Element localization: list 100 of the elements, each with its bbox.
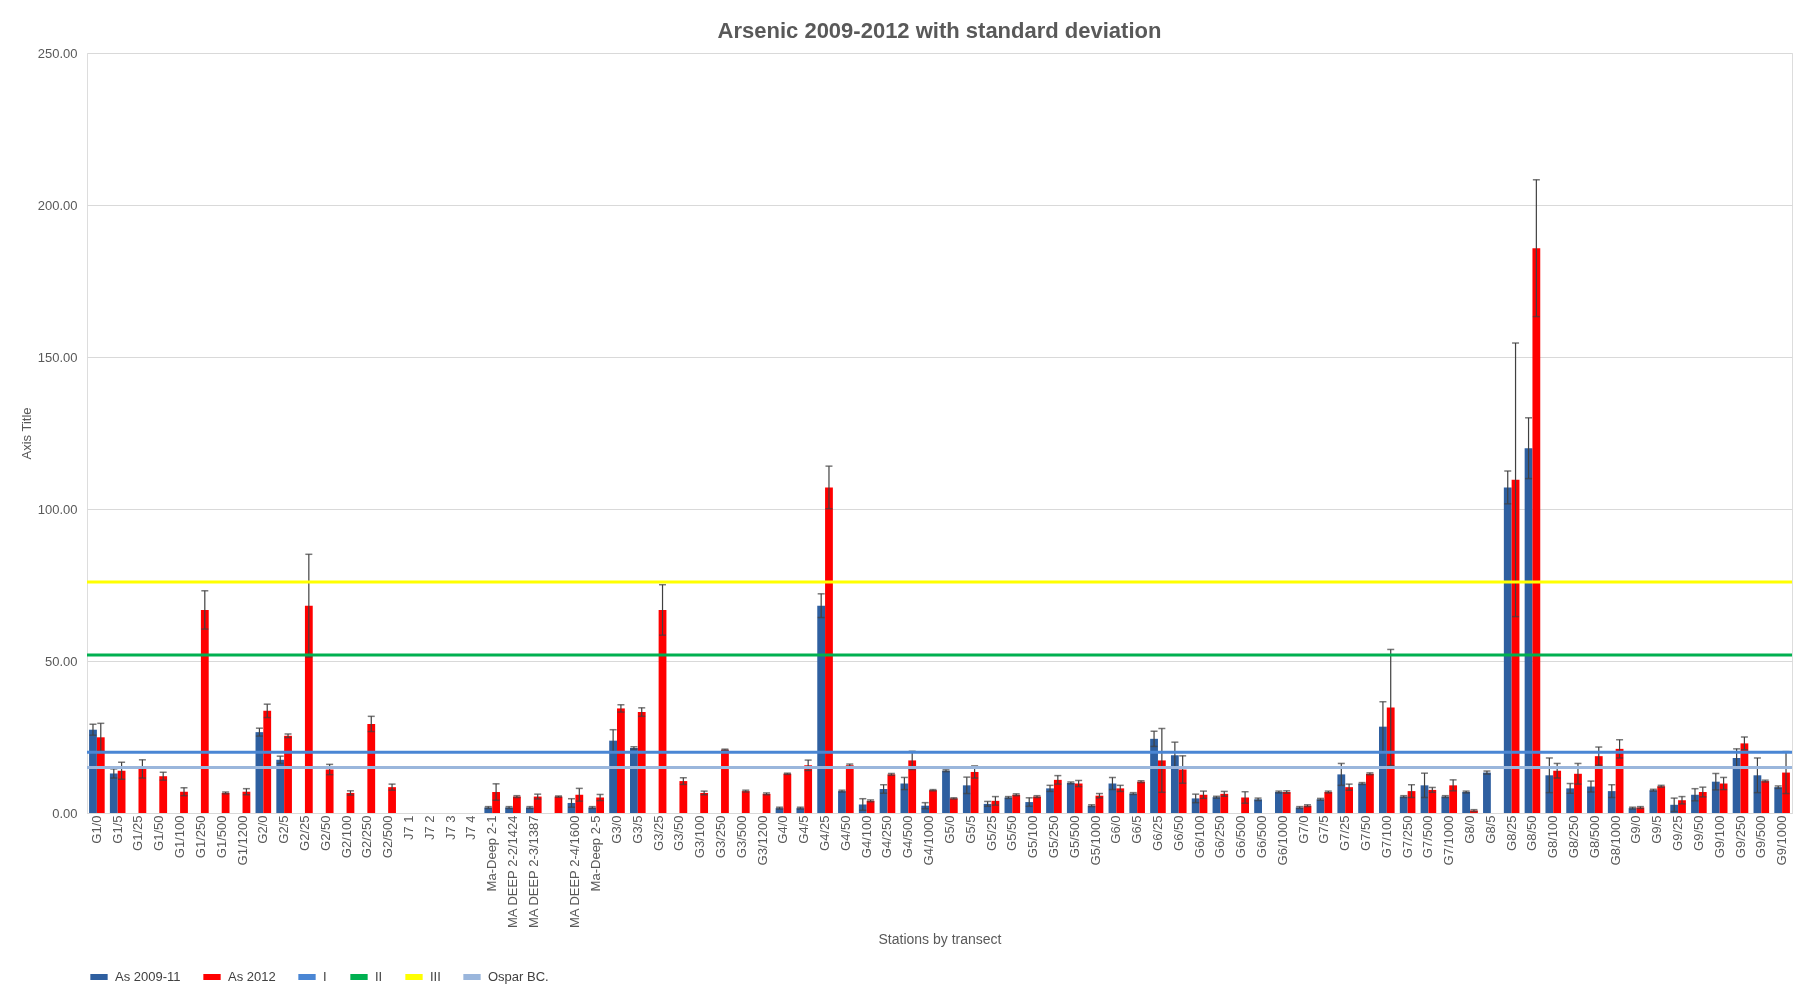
x-tick-label: G3/0 — [609, 815, 625, 844]
bar — [887, 774, 896, 813]
bar — [970, 771, 979, 813]
y-axis-title: Axis Title — [18, 407, 34, 460]
bar — [1657, 786, 1666, 813]
bar — [900, 783, 909, 813]
y-tick-label: 150.00 — [37, 349, 78, 365]
x-tick-label: G7/250 — [1399, 815, 1415, 859]
bar — [838, 791, 846, 813]
x-tick-label: G4/25 — [817, 815, 833, 851]
x-tick-label: J7 1 — [400, 815, 416, 841]
bar — [845, 765, 854, 813]
x-tick-label: G6/50 — [1170, 815, 1186, 851]
bar — [1553, 770, 1562, 813]
x-tick-label: G8/100 — [1545, 815, 1561, 859]
x-tick-label: G2/250 — [359, 815, 375, 859]
bar — [1545, 775, 1554, 813]
bar — [1274, 792, 1283, 813]
x-tick-label: G4/500 — [900, 815, 916, 859]
bar — [325, 769, 334, 813]
x-tick-label: G9/25 — [1670, 815, 1686, 851]
x-tick-label: G6/25 — [1149, 815, 1165, 851]
bar — [1483, 772, 1491, 813]
bar — [1366, 773, 1374, 813]
bar — [1012, 794, 1021, 813]
x-tick-label: G1/100 — [172, 815, 188, 859]
x-tick-label: G9/50 — [1690, 815, 1706, 851]
x-tick-label: G7/0 — [1295, 815, 1311, 844]
y-tick-label: 200.00 — [37, 197, 78, 213]
x-tick-label: G1/0 — [88, 815, 104, 844]
x-tick-label: G4/100 — [858, 815, 874, 859]
x-tick-label: G3/5 — [629, 815, 645, 844]
x-tick-label: G9/250 — [1732, 815, 1748, 859]
bar — [1524, 448, 1533, 813]
x-tick-label: G9/1000 — [1774, 815, 1790, 866]
x-tick-label: Ma-Deep 2-5 — [588, 815, 604, 892]
x-tick-label: G6/100 — [1191, 815, 1207, 859]
x-tick-label: G7/50 — [1358, 815, 1374, 851]
x-tick-label: MA DEEP 2-3/1387 — [525, 815, 541, 928]
bar — [929, 790, 937, 813]
bar — [783, 773, 792, 813]
x-tick-label: G3/50 — [671, 815, 687, 851]
bar — [1178, 769, 1187, 813]
x-tick-label: G6/500 — [1253, 815, 1269, 859]
x-axis-title: Stations by transect — [878, 930, 1002, 947]
x-tick-label: G2/0 — [255, 815, 271, 844]
bar — [1324, 792, 1333, 813]
x-tick-label: G6/1000 — [1274, 815, 1290, 866]
bar — [109, 773, 118, 813]
x-tick-label: G8/250 — [1566, 815, 1582, 859]
bar — [1254, 799, 1262, 813]
x-tick-label: G3/25 — [650, 815, 666, 851]
x-tick-label: G8/1000 — [1607, 815, 1623, 866]
bar — [1719, 783, 1728, 813]
x-tick-label: G6/0 — [1108, 815, 1124, 844]
legend-label: I — [323, 969, 327, 984]
bar — [1441, 796, 1450, 813]
x-tick-label: G4/50 — [837, 815, 853, 851]
x-tick-label: G2/500 — [380, 815, 396, 859]
x-tick-label: G5/25 — [983, 815, 999, 851]
bar — [263, 710, 272, 813]
x-tick-label: G9/500 — [1753, 815, 1769, 859]
bar — [284, 735, 292, 813]
bar — [1574, 773, 1582, 813]
x-tick-label: G4/5 — [796, 815, 812, 844]
x-tick-label: G7/100 — [1378, 815, 1394, 859]
bar — [942, 770, 950, 813]
x-tick-label: G9/5 — [1649, 815, 1665, 844]
x-tick-label: G5/5 — [962, 815, 978, 844]
bar — [1399, 796, 1408, 813]
bar — [138, 768, 147, 813]
x-tick-label: G5/0 — [941, 815, 957, 844]
bar — [1607, 791, 1616, 813]
x-tick-label: G8/500 — [1586, 815, 1602, 859]
x-tick-label: G1/1200 — [234, 815, 250, 866]
bar — [1282, 792, 1291, 813]
y-tick-label: 250.00 — [37, 45, 78, 61]
x-tick-label: G5/1000 — [1087, 815, 1103, 866]
x-tick-label: G4/0 — [775, 815, 791, 844]
x-tick-label: G5/100 — [1025, 815, 1041, 859]
x-tick-label: G7/5 — [1316, 815, 1332, 844]
bar — [1033, 796, 1041, 813]
bar — [1732, 757, 1741, 813]
bar — [512, 796, 521, 813]
legend-label: III — [430, 969, 441, 984]
x-tick-label: G8/50 — [1524, 815, 1540, 851]
x-tick-label: G2/25 — [296, 815, 312, 851]
x-tick-label: G2/50 — [317, 815, 333, 851]
x-tick-label: G7/25 — [1337, 815, 1353, 851]
x-tick-label: G6/500 — [1233, 815, 1249, 859]
legend-label: Ospar BC. — [488, 969, 549, 984]
x-tick-label: G3/100 — [692, 815, 708, 859]
x-tick-label: J7 2 — [421, 815, 437, 841]
bar — [700, 792, 709, 813]
bar — [1649, 790, 1658, 813]
bar — [1150, 738, 1158, 813]
x-tick-label: G1/25 — [130, 815, 146, 851]
x-tick-label: G8/25 — [1503, 815, 1519, 851]
bar — [1566, 788, 1575, 813]
x-tick-label: G4/250 — [879, 815, 895, 859]
